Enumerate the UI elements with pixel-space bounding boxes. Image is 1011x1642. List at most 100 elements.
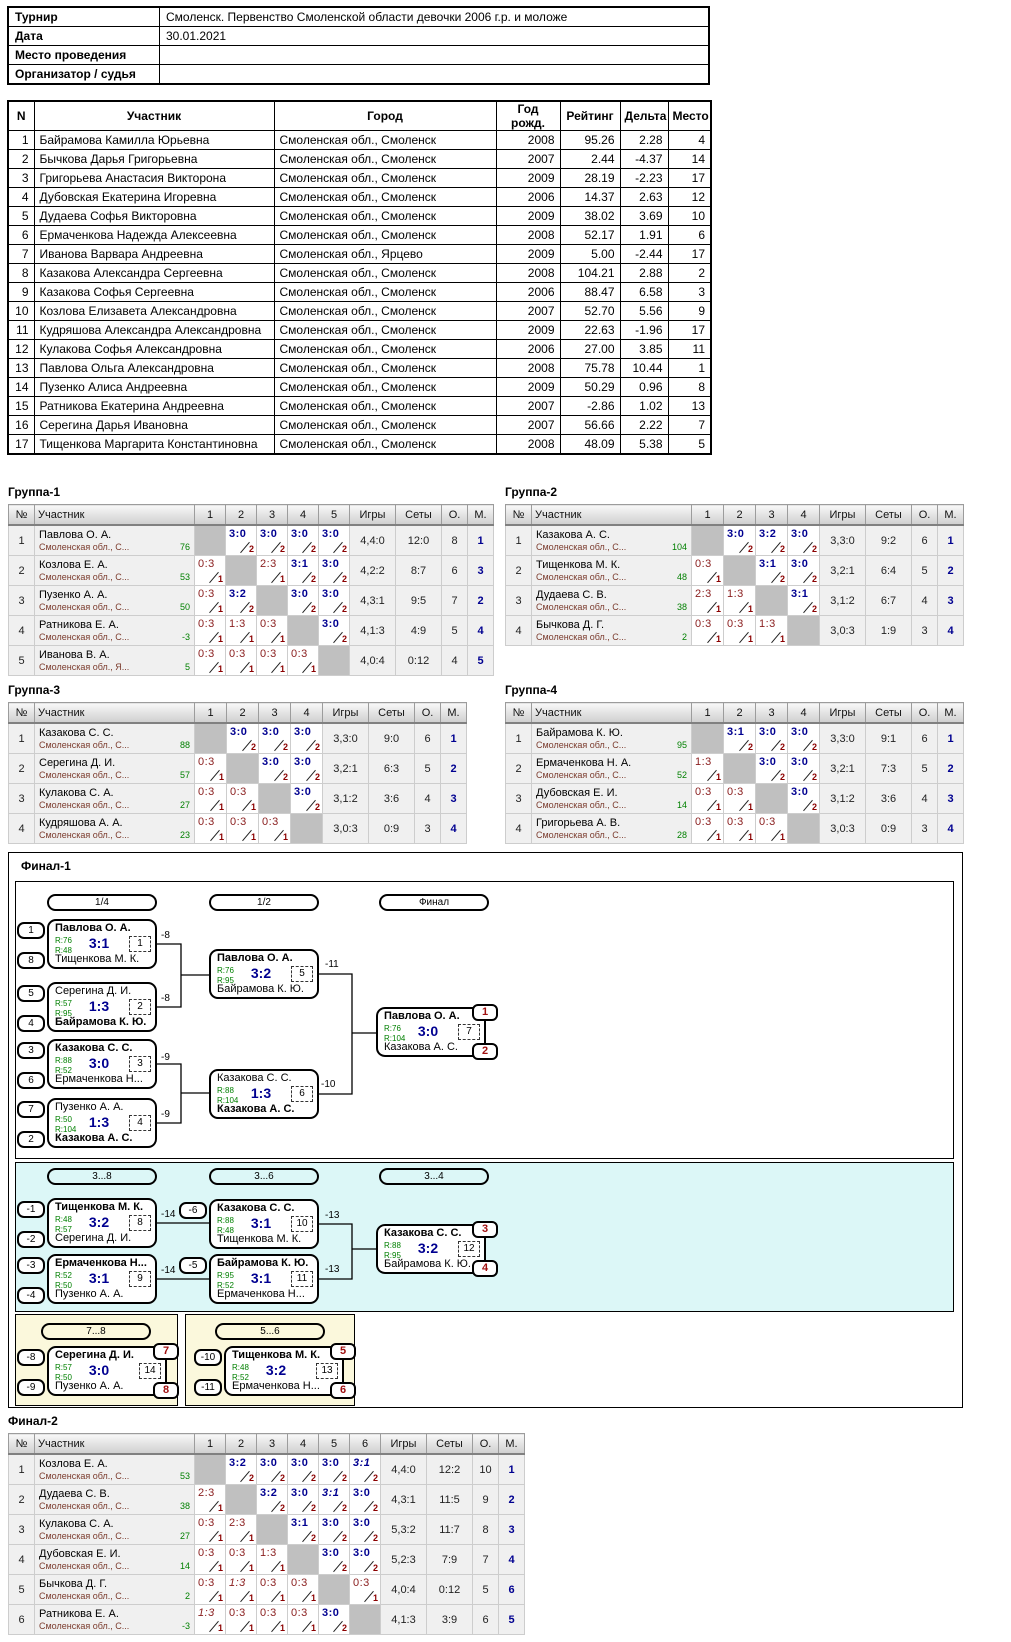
points-earned: 1 xyxy=(250,802,256,812)
score-cell: 1:3 1 xyxy=(724,586,755,615)
result-cell: 0:3 1 xyxy=(691,783,724,814)
sets-value: 0:12 xyxy=(426,1574,473,1605)
col-header-n: N xyxy=(7,100,35,131)
col-header-sets: Сеты xyxy=(426,1433,473,1455)
player-name-bottom: Ермаченкова Н... xyxy=(55,1073,143,1085)
city: Смоленская обл., Смоленск xyxy=(273,168,497,188)
result-cell: 0:3 1 xyxy=(225,1604,257,1635)
city: Смоленская обл., Смоленск xyxy=(273,415,497,435)
sets-value: 3:9 xyxy=(426,1604,473,1635)
player-name: Байрамова К. Ю. xyxy=(536,727,623,739)
round-pill-quarterfinal: 1/4 xyxy=(47,894,157,911)
score-value: 3:0 xyxy=(322,588,340,600)
connector-label: -14 xyxy=(161,1265,176,1276)
player-name-bottom: Пузенко А. А. xyxy=(55,1288,124,1300)
rating-value: 95 xyxy=(676,740,687,750)
place-value: 4 xyxy=(937,813,964,844)
score-value: 3:0 xyxy=(322,1547,340,1559)
place-value: 2 xyxy=(937,753,964,784)
result-cell: 3:0 2 xyxy=(349,1514,381,1545)
score-value: 3:0 xyxy=(791,726,809,738)
place-value: 4 xyxy=(498,1544,525,1575)
self-cell xyxy=(194,1453,226,1485)
result-cell: 2:3 1 xyxy=(256,555,288,586)
player-name: Казакова С. С. xyxy=(39,727,114,739)
rating-top: R:76 xyxy=(55,936,72,945)
rating-top: R:88 xyxy=(217,1086,234,1095)
match-m3: Казакова С. С. R:88 R:52 3:0 3 Ермаченкова Н.… xyxy=(47,1039,157,1089)
match-number: 11 xyxy=(291,1271,313,1287)
player-name: Пузенко А. А. xyxy=(39,589,108,601)
rating-top: R:57 xyxy=(55,999,72,1008)
score-cell: 3:0 2 xyxy=(319,616,349,645)
player-row: 1 Козлова Е. А. Смоленская обл., С... 53 3:2… xyxy=(8,1453,525,1485)
row-number: 4 xyxy=(8,813,35,844)
score-value: 2:3 xyxy=(198,1487,215,1499)
row-number: 2 xyxy=(8,555,35,586)
score-cell: 3:0 2 xyxy=(788,724,819,753)
place-value: 3 xyxy=(937,585,964,616)
score-value: 3:2 xyxy=(759,528,777,540)
participant-cell: Григорьева А. В. Смоленская обл., С... 28 xyxy=(531,813,692,844)
points-earned: 2 xyxy=(811,574,817,584)
points-earned: 1 xyxy=(715,832,721,842)
final-place: 17 xyxy=(667,320,712,340)
points-value: 7 xyxy=(441,585,468,616)
score-cell: 3:0 2 xyxy=(756,724,787,753)
seed-badge: 1 xyxy=(17,922,45,939)
match-number: 10 xyxy=(291,1216,313,1232)
row-number: 1 xyxy=(8,722,35,754)
place-value: 5 xyxy=(467,645,494,676)
points-earned: 1 xyxy=(279,1593,285,1603)
final-place: 5 xyxy=(667,434,712,455)
self-cell xyxy=(691,524,724,556)
player-name: Дубовская Е. И. xyxy=(39,1548,121,1560)
sets-value: 6:7 xyxy=(865,585,912,616)
birth-year: 2007 xyxy=(495,301,561,321)
points-earned: 2 xyxy=(310,604,316,614)
sets-value: 9:2 xyxy=(865,524,912,556)
player-row: 4 Дубовская Е. И. Смоленская обл., С... 14 0… xyxy=(8,1544,525,1575)
points-earned: 1 xyxy=(217,1623,223,1633)
result-cell: 0:3 1 xyxy=(194,555,226,586)
result-cell: 1:3 1 xyxy=(755,615,788,646)
sets-value: 0:9 xyxy=(368,813,415,844)
points-earned: 1 xyxy=(715,634,721,644)
points-earned: 1 xyxy=(217,664,223,674)
points-earned: 1 xyxy=(217,604,223,614)
table-header-row: № Участник 1 2 3 4 5 6 Игры Сеты О. М. xyxy=(8,1433,525,1455)
row-number: 3 xyxy=(7,168,35,188)
result-cell: 0:3 1 xyxy=(287,1574,319,1605)
result-cell: 3:0 2 xyxy=(318,1453,350,1485)
section-g3: Группа-3 № Участник 1 2 3 4 Игры Сеты О. М. 1 Казако… xyxy=(8,683,467,844)
score-cell: 0:3 1 xyxy=(195,646,225,675)
score-cell: 0:3 1 xyxy=(257,1605,287,1634)
rating-value: 53 xyxy=(179,1471,190,1481)
rating-bottom: R:52 xyxy=(232,1373,249,1382)
info-label-organizer: Организатор / судья xyxy=(7,64,160,85)
score-cell: 0:3 1 xyxy=(288,1605,318,1634)
score-value: 3:2 xyxy=(260,1487,278,1499)
club-name: Смоленская обл., С... xyxy=(39,572,130,582)
participant-name: Дубовская Екатерина Игоревна xyxy=(33,187,275,207)
rating-value: 14.37 xyxy=(559,187,621,207)
score-value: 0:3 xyxy=(198,1577,215,1589)
result-cell: 3:0 2 xyxy=(258,753,291,784)
rating-value: 48.09 xyxy=(559,434,621,455)
score-value: 0:3 xyxy=(260,618,277,630)
sets-value: 6:3 xyxy=(368,753,415,784)
match-score: 3:1 xyxy=(250,1215,272,1231)
final-place: 13 xyxy=(667,396,712,416)
final-place: 6 xyxy=(667,225,712,245)
player-row: 3 Кулакова С. А. Смоленская обл., С... 27 0:… xyxy=(8,783,467,814)
rating-value: 2.44 xyxy=(559,149,621,169)
connector-label: -9 xyxy=(161,1052,170,1063)
result-cell: 1:3 1 xyxy=(225,1574,257,1605)
player-name-bottom: Ермаченкова Н... xyxy=(217,1288,305,1300)
games-value: 4,0:4 xyxy=(349,645,396,676)
score-cell: 3:0 2 xyxy=(788,556,819,585)
participant-name: Кудряшова Александра Александровна xyxy=(33,320,275,340)
player-row: 2 Серегина Д. И. Смоленская обл., С... 57 0:… xyxy=(8,753,467,784)
club-name: Смоленская обл., С... xyxy=(39,800,130,810)
score-value: 0:3 xyxy=(260,1577,277,1589)
